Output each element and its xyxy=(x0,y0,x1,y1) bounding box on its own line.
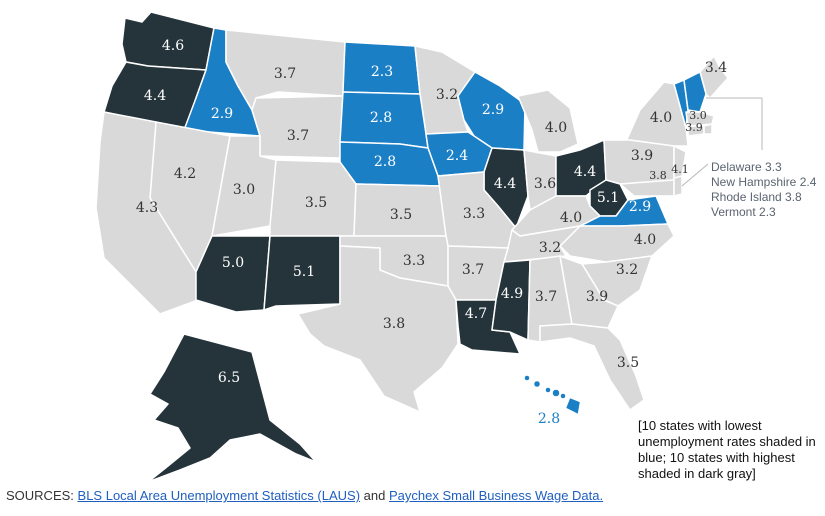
value-label-SC: 3.2 xyxy=(616,262,638,278)
state-CA[interactable] xyxy=(95,111,199,315)
value-label-WA: 4.6 xyxy=(162,38,184,54)
state-NH[interactable] xyxy=(683,71,707,113)
value-label-WY: 3.7 xyxy=(287,128,309,144)
value-label-KY: 4.0 xyxy=(560,210,582,226)
callout-rhode-island: Rhode Island 3.8 xyxy=(711,190,802,204)
state-HI[interactable] xyxy=(524,375,581,415)
value-label-WV: 5.1 xyxy=(597,190,619,206)
callout-leader-lines xyxy=(681,97,763,187)
state-MA[interactable] xyxy=(685,111,715,127)
value-label-NM: 5.1 xyxy=(293,264,315,280)
state-TX[interactable] xyxy=(297,245,459,413)
value-label-MD: 3.8 xyxy=(649,169,667,182)
value-label-NC: 4.0 xyxy=(634,232,656,248)
state-NM[interactable] xyxy=(263,235,341,311)
value-label-MS: 4.9 xyxy=(501,286,523,302)
value-label-CT: 3.9 xyxy=(685,121,703,134)
value-label-MI: 4.0 xyxy=(545,120,567,136)
value-label-UT: 3.0 xyxy=(233,182,255,198)
state-WY[interactable] xyxy=(251,95,344,159)
callout-new-hampshire: New Hampshire 2.4 xyxy=(711,175,817,189)
callout-vermont: Vermont 2.3 xyxy=(711,205,776,219)
value-label-KS: 3.5 xyxy=(390,207,412,223)
shading-note: [10 states with lowest unemployment rate… xyxy=(638,418,816,481)
state-FL[interactable] xyxy=(539,323,645,411)
value-label-LA: 4.7 xyxy=(465,306,487,322)
value-label-IL: 4.4 xyxy=(494,176,516,192)
value-label-NY: 4.0 xyxy=(650,110,672,126)
value-label-VA: 2.9 xyxy=(629,199,651,215)
value-label-IN: 3.6 xyxy=(534,176,556,192)
sources-and: and xyxy=(363,488,386,503)
bls-laus-link[interactable]: BLS Local Area Unemployment Statistics (… xyxy=(77,488,361,503)
value-label-ID: 2.9 xyxy=(211,106,233,122)
value-label-NE: 2.8 xyxy=(374,154,396,170)
value-label-MO: 3.3 xyxy=(463,206,485,222)
value-label-WI: 2.9 xyxy=(482,102,504,118)
value-label-OR: 4.4 xyxy=(144,88,166,104)
paychex-wage-link[interactable]: Paychex Small Business Wage Data. xyxy=(389,488,604,503)
state-DE[interactable] xyxy=(673,175,683,197)
value-label-AR: 3.7 xyxy=(462,262,484,278)
state-NC[interactable] xyxy=(559,223,675,263)
value-label-NV: 4.2 xyxy=(174,166,196,182)
value-label-MT: 3.7 xyxy=(274,66,296,82)
value-label-FL: 3.5 xyxy=(617,355,639,371)
value-label-ME: 3.4 xyxy=(705,60,727,76)
value-label-SD: 2.8 xyxy=(370,110,392,126)
sources-line: SOURCES: BLS Local Area Unemployment Sta… xyxy=(6,488,603,503)
value-label-PA: 3.9 xyxy=(631,148,653,164)
value-label-MA: 3.0 xyxy=(689,109,707,122)
state-AK[interactable] xyxy=(147,333,317,483)
value-label-AZ: 5.0 xyxy=(222,255,244,271)
value-label-NJ: 4.1 xyxy=(671,163,689,176)
value-label-MN: 3.2 xyxy=(436,87,458,103)
small-states-callout: Delaware 3.3 New Hampshire 2.4 Rhode Isl… xyxy=(711,160,816,220)
value-label-IA: 2.4 xyxy=(446,148,468,164)
value-label-ND: 2.3 xyxy=(371,64,393,80)
value-label-OH: 4.4 xyxy=(574,164,596,180)
value-label-OK: 3.3 xyxy=(403,253,425,269)
callout-delaware: Delaware 3.3 xyxy=(711,160,782,174)
value-label-TN: 3.2 xyxy=(539,240,561,256)
value-label-CA: 4.3 xyxy=(136,200,158,216)
state-value-labels: 4.64.42.93.7 2.33.22.94.03.44.0 3.03.93.72… xyxy=(136,38,727,427)
value-label-AL: 3.7 xyxy=(535,289,557,305)
value-label-TX: 3.8 xyxy=(383,316,405,332)
value-label-CO: 3.5 xyxy=(305,195,327,211)
value-label-GA: 3.9 xyxy=(586,289,608,305)
value-label-HI: 2.8 xyxy=(538,411,560,427)
state-MI[interactable] xyxy=(517,89,579,153)
sources-prefix: SOURCES: xyxy=(6,488,74,503)
state-AZ[interactable] xyxy=(195,235,271,313)
value-label-AK: 6.5 xyxy=(218,370,240,386)
state-RI[interactable] xyxy=(703,123,713,135)
